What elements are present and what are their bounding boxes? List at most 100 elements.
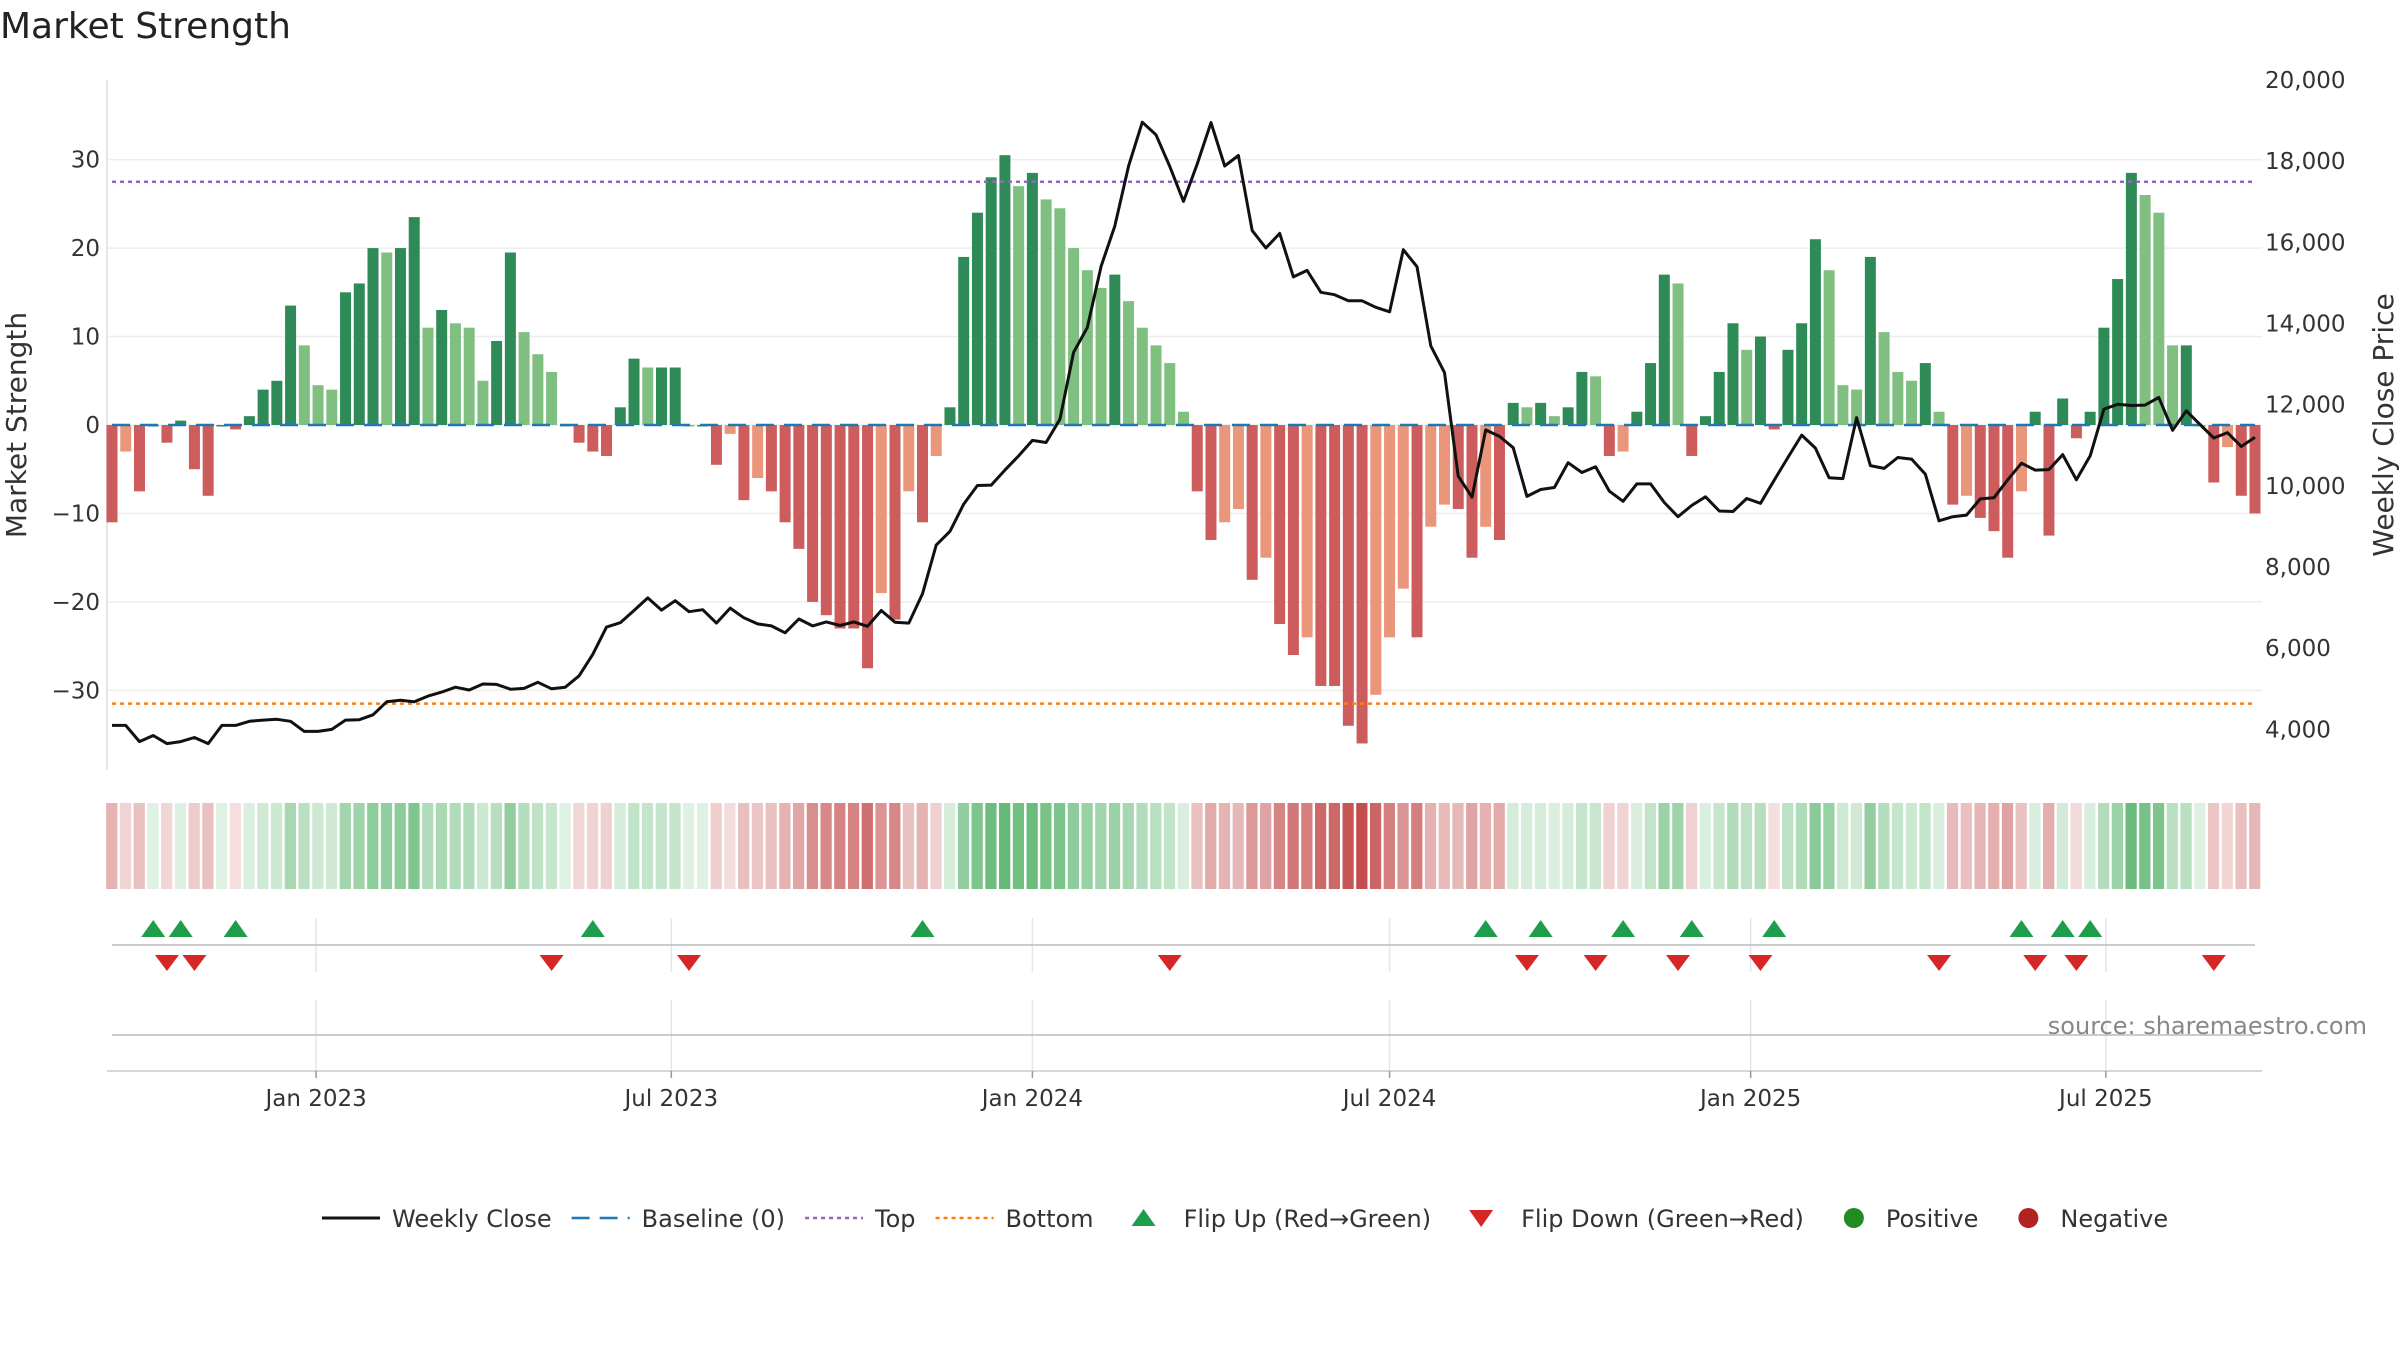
- chart-legend: Weekly Close Baseline (0) Top Bottom Flip Up…: [322, 1205, 2168, 1233]
- heat-cell: [1562, 803, 1574, 889]
- heat-cell: [806, 803, 818, 889]
- flip-up-marker: [1679, 920, 1704, 937]
- strength-bar: [1823, 270, 1835, 425]
- heat-cell: [1658, 803, 1670, 889]
- strength-bar: [1068, 248, 1080, 425]
- strength-bar: [889, 425, 901, 620]
- strength-bar: [161, 425, 173, 443]
- strength-bar: [752, 425, 764, 479]
- heat-cell: [367, 803, 379, 889]
- heat-cell: [861, 803, 873, 889]
- y2-tick-label: 8,000: [2265, 555, 2331, 581]
- strength-bar: [834, 425, 846, 629]
- strength-bar: [2249, 425, 2261, 514]
- heat-cell: [257, 803, 269, 889]
- legend-label: Bottom: [1006, 1205, 1094, 1233]
- strength-bar: [243, 416, 255, 425]
- strength-bar: [1617, 425, 1629, 452]
- strength-bar: [408, 217, 420, 425]
- heat-cell: [353, 803, 365, 889]
- legend-label: Flip Down (Green→Red): [1521, 1205, 1804, 1233]
- strength-bar: [2180, 345, 2192, 425]
- source-note: source: sharemaestro.com: [2048, 1012, 2367, 1040]
- strength-bar: [1754, 336, 1766, 425]
- heat-cell: [2111, 803, 2123, 889]
- strength-bar: [862, 425, 874, 669]
- flip-down-marker: [676, 955, 701, 971]
- flip-down-marker: [1583, 955, 1608, 971]
- strength-bar: [1864, 256, 1876, 425]
- strength-bar: [1782, 349, 1794, 425]
- flip-down-marker: [182, 955, 207, 971]
- heat-cell: [1218, 803, 1231, 889]
- heat-cell: [133, 803, 145, 889]
- heat-cell: [930, 803, 942, 889]
- heat-cell: [380, 803, 393, 889]
- heat-cell: [229, 803, 242, 889]
- y-tick-label: −10: [51, 501, 100, 527]
- heat-cell: [1521, 803, 1533, 889]
- legend-swatch-negative: [2018, 1208, 2039, 1228]
- strength-bar: [1658, 274, 1670, 425]
- heat-cell: [1946, 803, 1959, 889]
- y2-tick-label: 12,000: [2265, 393, 2345, 419]
- y-tick-labels: −30 −20 −10 0 10 20 30: [51, 148, 100, 705]
- strength-bar: [257, 389, 269, 425]
- strength-bar: [903, 425, 915, 492]
- strength-bar: [216, 425, 228, 427]
- flip-down-marker: [1748, 955, 1773, 971]
- strength-bar: [1384, 425, 1396, 638]
- heat-cell: [119, 803, 132, 889]
- heat-cell: [1260, 803, 1272, 889]
- strength-bar: [1301, 425, 1313, 638]
- strength-bar: [793, 425, 805, 549]
- heat-cell: [1988, 803, 2000, 889]
- strength-bar: [1933, 411, 1945, 425]
- strength-bar: [436, 310, 448, 425]
- strength-bar: [848, 425, 860, 629]
- flip-up-marker: [168, 920, 193, 937]
- y2-tick-label: 14,000: [2265, 312, 2345, 338]
- flip-up-marker: [2050, 920, 2075, 937]
- heat-cell: [2015, 803, 2027, 889]
- strength-bar: [1590, 376, 1602, 425]
- heat-cell: [559, 803, 571, 889]
- heat-cell: [1919, 803, 1931, 889]
- y-tick-label: 20: [71, 236, 100, 262]
- strength-bar: [1713, 371, 1725, 425]
- strength-bar: [1191, 425, 1203, 492]
- strength-bar: [491, 340, 503, 425]
- heat-cell: [1287, 803, 1299, 889]
- heat-cell: [188, 803, 200, 889]
- y-axis-title: Market Strength: [0, 312, 33, 538]
- strength-bar: [106, 425, 118, 523]
- x-tick-label: Jul 2024: [1341, 1086, 1437, 1112]
- heat-cell: [1438, 803, 1450, 889]
- strength-bar: [1205, 425, 1217, 540]
- heat-cell: [1150, 803, 1162, 889]
- heat-cell: [1411, 803, 1423, 889]
- strength-bar: [1631, 411, 1643, 425]
- flip-marker-panel: [112, 918, 2255, 972]
- heat-cell: [1713, 803, 1725, 889]
- heat-cell: [655, 803, 667, 889]
- flip-up-marker: [1611, 920, 1636, 937]
- heat-cell: [202, 803, 214, 889]
- heat-cell: [518, 803, 530, 889]
- strength-bar: [518, 332, 530, 425]
- strength-bar: [779, 425, 791, 523]
- heat-cell: [435, 803, 448, 889]
- flip-up-marker: [1473, 920, 1498, 937]
- strength-bar: [2125, 172, 2137, 425]
- strength-bar: [188, 425, 200, 470]
- heat-cell: [2152, 803, 2165, 889]
- heat-cell: [834, 803, 846, 889]
- heat-cell: [339, 803, 351, 889]
- heat-cell: [1479, 803, 1492, 889]
- heat-cell: [449, 803, 461, 889]
- heat-cell: [683, 803, 695, 889]
- strength-bar: [1480, 425, 1492, 527]
- heat-cell: [1191, 803, 1203, 889]
- legend-label: Flip Up (Red→Green): [1184, 1205, 1432, 1233]
